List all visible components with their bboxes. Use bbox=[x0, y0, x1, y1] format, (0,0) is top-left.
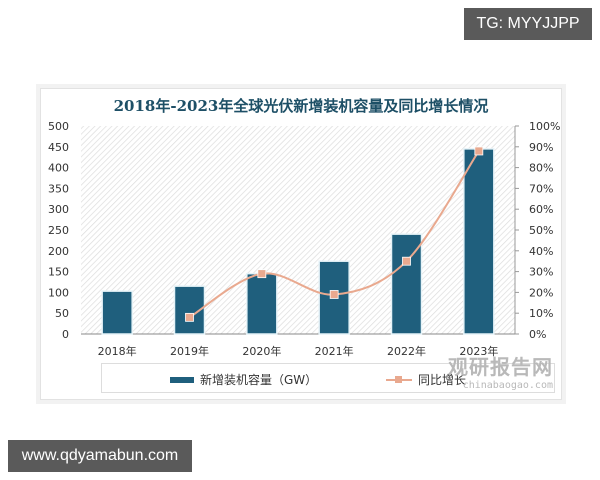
x-tick-label: 2022年 bbox=[387, 344, 426, 358]
bar bbox=[246, 272, 278, 335]
y-right-tick-label: 90% bbox=[529, 141, 553, 154]
x-tick-label: 2021年 bbox=[315, 344, 354, 358]
y-right-tick-label: 30% bbox=[529, 266, 553, 279]
chart-plot: 0 50 100 150 200 250 300 350 400 450 500 0% 10% 20% 30… bbox=[48, 120, 560, 358]
telegram-tag: TG: MYYJJPP bbox=[464, 8, 592, 40]
website-tag: www.qdyamabun.com bbox=[8, 440, 192, 472]
y-right-tick-label: 10% bbox=[529, 307, 553, 320]
y-left-tick-label: 100 bbox=[48, 286, 69, 299]
y-right-tick-label: 60% bbox=[529, 203, 553, 216]
y-left-tick-label: 500 bbox=[48, 120, 69, 133]
chart-title: 2018年-2023年全球光伏新增装机容量及同比增长情况 bbox=[113, 97, 489, 115]
growth-marker bbox=[329, 290, 339, 299]
y-left-tick-label: 200 bbox=[48, 245, 69, 258]
y-right-tick-label: 20% bbox=[529, 286, 553, 299]
x-tick-label: 2023年 bbox=[459, 344, 498, 358]
y-left-tick-label: 400 bbox=[48, 162, 69, 175]
legend-item-growth: 同比增长 bbox=[386, 371, 466, 388]
y-left-tick-label: 150 bbox=[48, 266, 69, 279]
y-right-tick-label: 0% bbox=[529, 328, 546, 341]
y-left-tick-label: 0 bbox=[62, 328, 69, 341]
x-tick-label: 2018年 bbox=[98, 344, 137, 358]
bar bbox=[463, 148, 495, 335]
watermark-url: chinabaogao.com bbox=[462, 380, 553, 391]
bar bbox=[173, 285, 206, 335]
y-left-tick-label: 450 bbox=[48, 141, 69, 154]
growth-marker bbox=[474, 146, 484, 156]
legend-bar-swatch-icon bbox=[170, 376, 194, 383]
y-left-tick-label: 350 bbox=[48, 182, 69, 195]
plot-area bbox=[81, 126, 515, 334]
chart-card: 2018年-2023年全球光伏新增装机容量及同比增长情况 0 50 100 150 20… bbox=[40, 88, 562, 400]
x-tick-label: 2020年 bbox=[242, 344, 281, 358]
y-left-tick-label: 300 bbox=[48, 203, 69, 216]
legend-line-marker-icon bbox=[386, 375, 412, 383]
watermark-name: 观研报告网 bbox=[448, 355, 553, 379]
legend-label: 新增装机容量（GW） bbox=[200, 373, 318, 387]
y-left-tick-label: 250 bbox=[48, 224, 69, 237]
y-right-tick-label: 100% bbox=[529, 120, 560, 133]
y-right-tick-label: 80% bbox=[529, 162, 553, 175]
growth-marker bbox=[185, 312, 194, 322]
growth-marker bbox=[257, 269, 267, 279]
y-right-tick-label: 40% bbox=[529, 245, 553, 258]
x-tick-label: 2019年 bbox=[170, 344, 209, 358]
legend-label: 同比增长 bbox=[418, 373, 467, 387]
growth-marker bbox=[402, 256, 411, 266]
y-right-tick-label: 50% bbox=[529, 224, 553, 237]
watermark: 观研报告网 chinabaogao.com bbox=[448, 351, 553, 391]
chart-legend: 新增装机容量（GW） 同比增长 bbox=[101, 363, 555, 393]
y-left-tick-label: 50 bbox=[55, 307, 69, 320]
bar bbox=[101, 290, 133, 335]
y-right-tick-label: 70% bbox=[529, 182, 553, 195]
legend-item-capacity: 新增装机容量（GW） bbox=[170, 371, 317, 388]
